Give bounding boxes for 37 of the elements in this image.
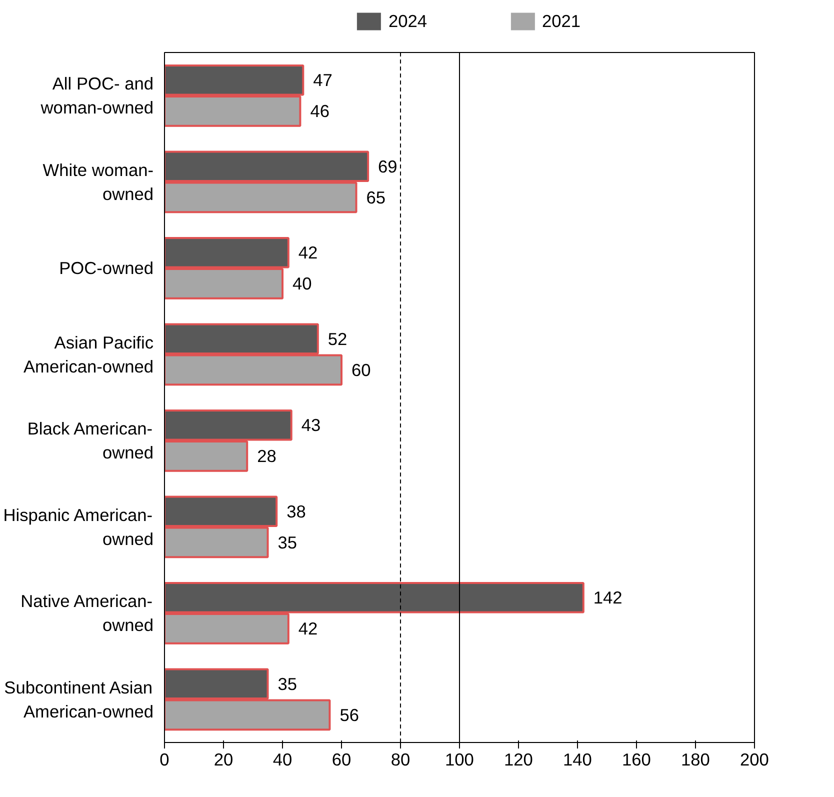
y-tick-label: White woman- owned: [42, 160, 154, 204]
y-tick-label: Subcontinent Asian American-owned: [4, 677, 154, 722]
y-tick-label: Asian Pacific American-owned: [23, 332, 154, 376]
data-label: 52: [328, 328, 348, 349]
x-tick-label: 200: [740, 750, 769, 770]
data-label: 69: [378, 156, 398, 176]
data-label: 46: [310, 101, 330, 122]
x-tick-label: 180: [681, 750, 710, 770]
y-tick-label: POC-owned: [59, 258, 154, 278]
x-tick-label: 120: [504, 750, 533, 770]
x-tick-label: 60: [332, 750, 352, 770]
data-label: 28: [257, 446, 276, 466]
x-tick-label: 160: [622, 750, 651, 770]
x-tick-label: 0: [160, 750, 170, 770]
y-tick-label: Native American- owned: [20, 591, 154, 636]
data-label: 47: [313, 70, 332, 90]
data-label: 35: [278, 674, 298, 694]
data-label: 40: [292, 274, 312, 294]
legend-label: 2021: [542, 10, 581, 32]
y-tick-label: Hispanic American- owned: [3, 504, 154, 549]
x-tick-label: 40: [272, 750, 292, 770]
data-label: 35: [278, 532, 298, 552]
y-tick-label: Black American- owned: [27, 418, 154, 463]
data-label: 42: [298, 618, 318, 639]
legend-label: 2024: [388, 10, 427, 32]
data-label: 65: [366, 187, 386, 208]
data-label: 142: [593, 588, 622, 608]
data-label: 60: [352, 360, 371, 380]
data-label: 43: [301, 415, 321, 436]
data-label: 42: [298, 242, 318, 263]
data-label: 56: [340, 704, 359, 725]
x-tick-label: 140: [563, 750, 592, 770]
x-tick-label: 80: [390, 750, 410, 770]
x-tick-label: 20: [214, 750, 234, 770]
x-tick-label: 100: [445, 750, 474, 770]
data-label: 38: [286, 501, 306, 522]
y-tick-label: All POC- and woman-owned: [40, 74, 154, 118]
